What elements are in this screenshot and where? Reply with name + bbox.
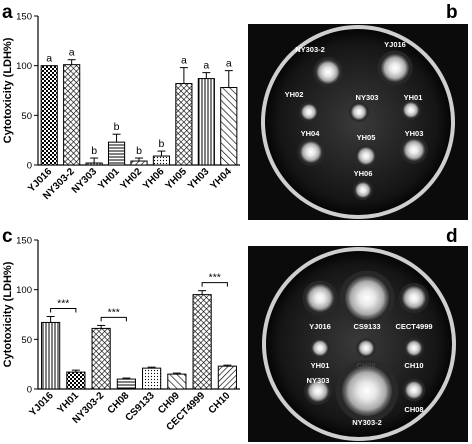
- significance-label: ***: [108, 306, 120, 318]
- colony-label: CECT4999: [395, 322, 432, 331]
- bar: [66, 371, 86, 390]
- significance-letter: b: [114, 121, 120, 133]
- y-tick-label: 150: [16, 12, 32, 23]
- colony: [300, 141, 322, 163]
- bar: [41, 321, 61, 390]
- colony: [301, 104, 317, 120]
- y-axis-label: Cytotoxicity (LDH%): [2, 37, 14, 143]
- bar: [107, 141, 126, 166]
- significance-label: ***: [57, 297, 69, 309]
- bar: [142, 367, 162, 390]
- y-tick-label: 0: [27, 385, 32, 396]
- colony: [316, 60, 340, 84]
- significance-letter: a: [181, 55, 187, 67]
- panel-label-a: a: [2, 2, 13, 23]
- panel-label-c: c: [2, 226, 13, 247]
- significance-letter: b: [91, 145, 97, 157]
- colony: [306, 284, 334, 312]
- colony-label: NY303: [307, 376, 330, 385]
- y-tick-label: 150: [16, 236, 32, 247]
- x-tick-label: YH02: [119, 166, 145, 192]
- colony: [406, 340, 422, 356]
- colony: [403, 139, 425, 161]
- colony: [381, 54, 409, 82]
- x-tick-label: YH06: [141, 166, 167, 192]
- significance-label: ***: [209, 272, 221, 284]
- y-tick-label: 50: [21, 335, 32, 346]
- panel-label-b: b: [446, 2, 458, 23]
- bar: [197, 78, 215, 166]
- colony-label: CH10: [404, 361, 423, 370]
- bar: [220, 87, 238, 166]
- significance-bracket: [100, 316, 127, 322]
- bar: [175, 83, 193, 166]
- y-tick-label: 50: [21, 111, 32, 122]
- colony: [342, 366, 392, 416]
- colony: [358, 340, 374, 356]
- significance-letter: a: [46, 53, 52, 65]
- bar: [63, 64, 81, 166]
- bar: [85, 162, 103, 166]
- colony: [357, 147, 375, 165]
- bar: [91, 327, 111, 390]
- bar: [116, 378, 136, 390]
- significance-letter: b: [136, 145, 142, 157]
- colony-label: YJ016: [309, 322, 331, 331]
- panel-label-d: d: [446, 226, 458, 247]
- colony-label: NY303: [356, 93, 379, 102]
- colony-label: YH03: [405, 129, 424, 138]
- y-tick-label: 0: [27, 161, 32, 172]
- significance-letter: a: [226, 58, 232, 70]
- plate-b: NY303-2 YJ016 YH02 NY303 YH01 YH04 YH05 YH03 YH0…: [248, 24, 468, 220]
- x-tick-label: CS9133: [123, 390, 157, 424]
- x-tick-label: YH04: [208, 166, 234, 192]
- colony-label: CS9133: [353, 322, 380, 331]
- significance-letter: a: [69, 47, 75, 59]
- bar: [217, 365, 237, 390]
- colony-label: NY303-2: [295, 45, 325, 54]
- significance-bracket: [50, 307, 77, 313]
- colony-label: YJ016: [384, 40, 406, 49]
- colony: [402, 286, 426, 310]
- bar: [152, 155, 171, 166]
- y-axis-label: Cytotoxicity (LDH%): [2, 261, 14, 367]
- colony-label: YH04: [301, 129, 321, 138]
- colony-label: YH01: [311, 361, 330, 370]
- significance-letter: b: [159, 138, 165, 150]
- x-tick-label: CH10: [207, 390, 233, 416]
- x-tick-label: YH03: [186, 166, 212, 192]
- colony-label: CH08: [404, 405, 423, 414]
- colony-label: YH06: [354, 169, 373, 178]
- colony: [312, 340, 328, 356]
- y-tick-label: 100: [16, 61, 32, 72]
- colony: [351, 104, 367, 120]
- bar: [40, 65, 58, 166]
- bar: [167, 373, 187, 390]
- bar: [192, 294, 212, 390]
- colony: [345, 276, 389, 320]
- colony-label: YH02: [285, 90, 304, 99]
- colony-label: YH05: [357, 133, 376, 142]
- significance-bracket: [201, 282, 228, 287]
- colony: [403, 102, 419, 118]
- x-tick-label: YH01: [96, 166, 122, 192]
- x-tick-label: YH05: [164, 166, 190, 192]
- bar: [130, 160, 148, 166]
- x-tick-label: NY303: [70, 166, 100, 196]
- colony-label: YH01: [404, 93, 423, 102]
- colony: [355, 182, 371, 198]
- plate-d: YJ016CS9133CECT4999YH01CH09CH10NY303NY30…: [248, 246, 468, 442]
- y-tick-label: 100: [16, 285, 32, 296]
- significance-letter: a: [203, 60, 209, 72]
- colony: [405, 381, 423, 399]
- colony-label: NY303-2: [352, 418, 382, 427]
- colony: [307, 380, 329, 402]
